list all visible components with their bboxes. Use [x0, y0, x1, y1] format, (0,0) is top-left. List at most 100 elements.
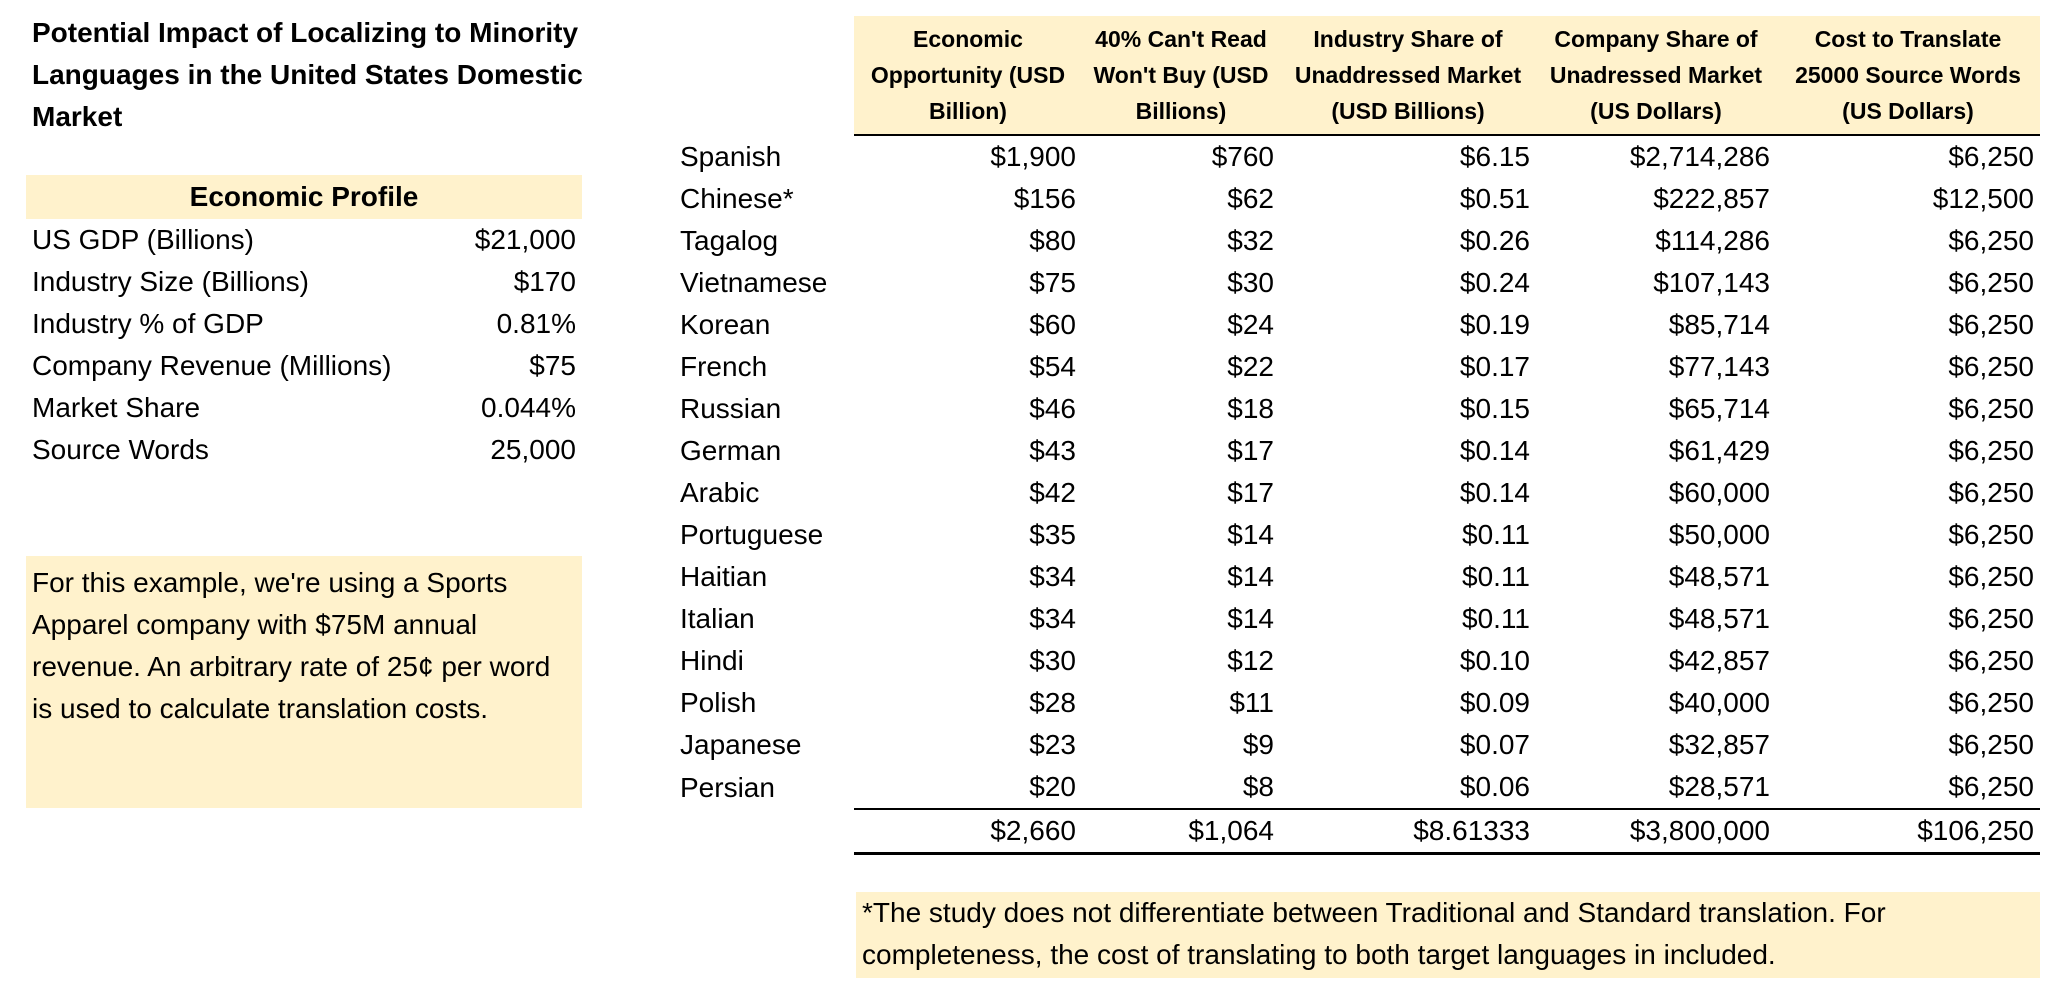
value-cell: $0.24: [1459, 267, 1530, 298]
totals-row: $2,660 $1,064 $8.61333 $3,800,000 $106,250: [676, 808, 2040, 855]
total-cell: $3,800,000: [1536, 808, 1776, 855]
language-cell: Haitian: [680, 561, 768, 592]
value-cell: $6,250: [1948, 267, 2034, 298]
language-cell: Italian: [680, 603, 755, 634]
value-cell: $42: [1029, 477, 1076, 508]
table-row: Hindi $30 $12 $0.10 $42,857 $6,250: [676, 640, 2040, 682]
language-cell: Hindi: [680, 645, 744, 676]
value-cell: $222,857: [1653, 183, 1770, 214]
value-cell: $34: [1029, 561, 1076, 592]
value-cell: $20: [1029, 771, 1076, 802]
profile-label: Industry % of GDP: [32, 308, 264, 339]
table-row: Korean $60 $24 $0.19 $85,714 $6,250: [676, 304, 2040, 346]
profile-label: US GDP (Billions): [32, 224, 254, 255]
table-row: Portuguese $35 $14 $0.11 $50,000 $6,250: [676, 514, 2040, 556]
language-impact-table: Economic Opportunity (USD Billion) 40% C…: [676, 16, 2040, 855]
language-cell: Polish: [680, 687, 757, 718]
value-cell: $24: [1227, 309, 1274, 340]
value-cell: $0.15: [1459, 393, 1530, 424]
value-cell: $12: [1227, 645, 1274, 676]
value-cell: $65,714: [1668, 393, 1770, 424]
value-cell: $35: [1029, 519, 1076, 550]
profile-label: Industry Size (Billions): [32, 266, 309, 297]
value-cell: $14: [1227, 519, 1274, 550]
value-cell: $0.06: [1459, 771, 1530, 802]
language-cell: French: [680, 351, 768, 382]
table-row: Italian $34 $14 $0.11 $48,571 $6,250: [676, 598, 2040, 640]
value-cell: $61,429: [1668, 435, 1770, 466]
value-cell: $0.07: [1459, 729, 1530, 760]
table-row: German $43 $17 $0.14 $61,429 $6,250: [676, 430, 2040, 472]
profile-label: Company Revenue (Millions): [32, 350, 392, 381]
value-cell: $50,000: [1668, 519, 1770, 550]
value-cell: $11: [1229, 687, 1274, 718]
total-cell: $106,250: [1776, 808, 2040, 855]
profile-value: $170: [513, 266, 576, 297]
totals-blank-cell: [676, 809, 854, 854]
value-cell: $6.15: [1459, 141, 1530, 172]
value-cell: $0.11: [1462, 561, 1530, 592]
column-header-company-share: Company Share of Unadressed Market (US D…: [1536, 16, 1776, 136]
language-cell: Korean: [680, 309, 771, 340]
value-cell: $0.10: [1459, 645, 1530, 676]
value-cell: $22: [1227, 351, 1274, 382]
language-cell: Russian: [680, 393, 782, 424]
language-cell: Vietnamese: [680, 267, 828, 298]
value-cell: $28,571: [1668, 771, 1770, 802]
profile-label: Source Words: [32, 434, 209, 465]
profile-row: US GDP (Billions) $21,000: [26, 219, 582, 261]
page-title: Potential Impact of Localizing to Minori…: [32, 17, 583, 132]
value-cell: $2,714,286: [1629, 141, 1770, 172]
economic-profile-header: Economic Profile: [26, 175, 582, 219]
header-blank-cell: [676, 16, 854, 135]
value-cell: $30: [1029, 645, 1076, 676]
table-row: Vietnamese $75 $30 $0.24 $107,143 $6,250: [676, 262, 2040, 304]
value-cell: $6,250: [1948, 477, 2034, 508]
value-cell: $6,250: [1948, 687, 2034, 718]
value-cell: $1,900: [990, 141, 1076, 172]
language-cell: German: [680, 435, 782, 466]
language-cell: Persian: [680, 771, 775, 803]
value-cell: $6,250: [1948, 603, 2034, 634]
value-cell: $156: [1013, 183, 1076, 214]
value-cell: $62: [1227, 183, 1274, 214]
value-cell: $0.14: [1459, 477, 1530, 508]
value-cell: $6,250: [1948, 519, 2034, 550]
language-cell: Chinese*: [680, 183, 794, 214]
column-header-cant-read-wont-buy: 40% Can't Read Won't Buy (USD Billions): [1082, 16, 1280, 136]
profile-value: 0.044%: [481, 392, 576, 423]
value-cell: $6,250: [1948, 351, 2034, 382]
value-cell: $32,857: [1668, 729, 1770, 760]
value-cell: $6,250: [1948, 561, 2034, 592]
column-header-economic-opportunity: Economic Opportunity (USD Billion): [854, 16, 1082, 136]
value-cell: $760: [1211, 141, 1274, 172]
value-cell: $14: [1227, 603, 1274, 634]
value-cell: $0.17: [1459, 351, 1530, 382]
table-row: Tagalog $80 $32 $0.26 $114,286 $6,250: [676, 220, 2040, 262]
value-cell: $6,250: [1948, 729, 2034, 760]
total-cell: $1,064: [1082, 808, 1280, 855]
value-cell: $43: [1029, 435, 1076, 466]
example-note: For this example, we're using a Sports A…: [26, 556, 582, 808]
table-header-row: Economic Opportunity (USD Billion) 40% C…: [676, 16, 2040, 136]
value-cell: $0.51: [1459, 183, 1530, 214]
value-cell: $6,250: [1948, 225, 2034, 256]
value-cell: $42,857: [1668, 645, 1770, 676]
value-cell: $6,250: [1948, 771, 2034, 802]
value-cell: $6,250: [1948, 309, 2034, 340]
value-cell: $0.19: [1459, 309, 1530, 340]
table-body: Spanish $1,900 $760 $6.15 $2,714,286 $6,250 Ch…: [676, 135, 2040, 855]
value-cell: $80: [1029, 225, 1076, 256]
profile-value: $21,000: [474, 224, 576, 255]
value-cell: $9: [1242, 729, 1274, 760]
profile-value: $75: [529, 350, 576, 381]
value-cell: $18: [1227, 393, 1274, 424]
table-row: Japanese $23 $9 $0.07 $32,857 $6,250: [676, 724, 2040, 766]
value-cell: $6,250: [1948, 435, 2034, 466]
value-cell: $6,250: [1948, 141, 2034, 172]
profile-row: Company Revenue (Millions) $75: [26, 345, 582, 387]
language-cell: Tagalog: [680, 225, 779, 256]
table-row: Haitian $34 $14 $0.11 $48,571 $6,250: [676, 556, 2040, 598]
value-cell: $34: [1029, 603, 1076, 634]
column-header-industry-share: Industry Share of Unaddressed Market (US…: [1280, 16, 1536, 136]
